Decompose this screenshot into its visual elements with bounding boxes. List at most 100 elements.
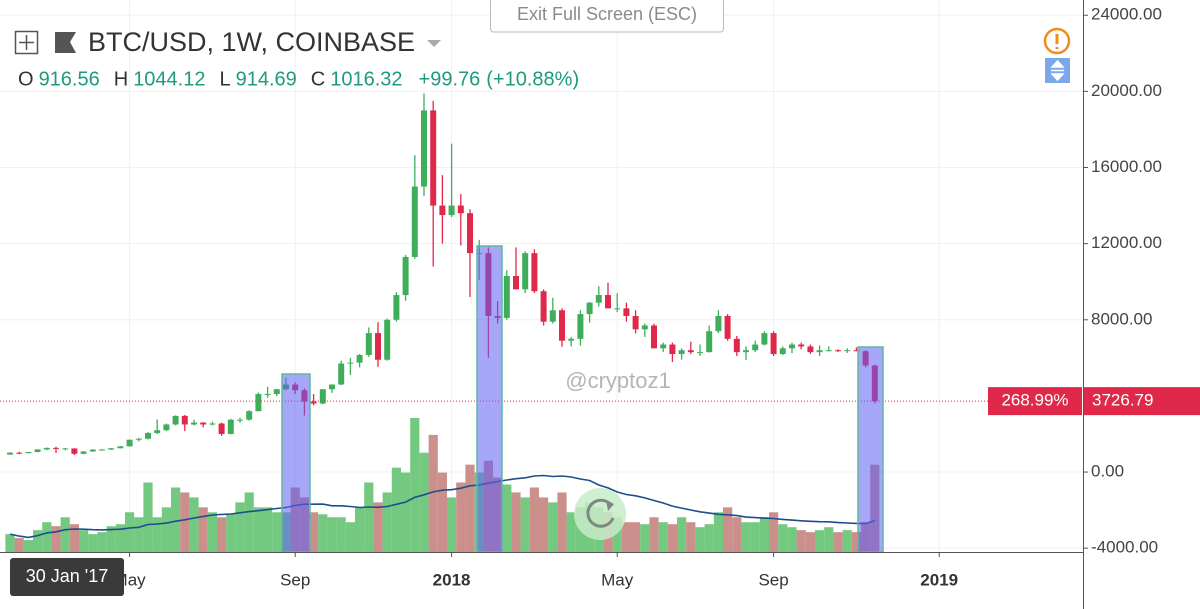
candle-body xyxy=(181,415,188,425)
candle-body xyxy=(154,430,161,434)
volume-bar xyxy=(33,530,43,552)
candle-body xyxy=(273,389,280,395)
volume-bar xyxy=(456,482,466,552)
replay-button[interactable] xyxy=(574,488,626,540)
volume-bar xyxy=(465,464,475,552)
replay-icon xyxy=(606,500,614,511)
volume-bar xyxy=(217,517,227,552)
candle-body xyxy=(669,344,676,355)
candle-body xyxy=(733,338,740,353)
volume-bar xyxy=(796,530,806,552)
candle-body xyxy=(163,424,170,431)
candle-body xyxy=(789,344,795,349)
candle-body xyxy=(200,422,207,425)
volume-bar xyxy=(520,497,530,552)
volume-bar xyxy=(364,482,374,552)
volume-bar xyxy=(695,527,705,552)
candle-body xyxy=(531,253,538,292)
volume-bar xyxy=(272,512,282,552)
candle-body xyxy=(559,310,565,341)
candle-body xyxy=(117,446,124,449)
volume-bar xyxy=(97,532,107,552)
candle-body xyxy=(246,411,253,420)
chart-title: BTC/USD, 1W, COINBASE xyxy=(88,27,415,57)
volume-bar xyxy=(189,497,199,552)
volume-bar xyxy=(5,534,15,552)
volume-bar xyxy=(115,524,125,552)
candle-body xyxy=(43,447,50,450)
volume-bar xyxy=(318,514,328,552)
candle-body xyxy=(329,384,335,390)
candle-body xyxy=(623,308,630,316)
candle-body xyxy=(687,350,694,353)
candle-body xyxy=(402,256,409,296)
alert-icon[interactable] xyxy=(1043,27,1071,55)
volume-bar xyxy=(428,434,438,552)
ohlc-value: C xyxy=(311,68,325,90)
candle-body xyxy=(375,333,381,360)
candle-body xyxy=(80,451,87,454)
volume-bar xyxy=(778,524,788,552)
candle-body xyxy=(172,415,179,425)
flag-icon[interactable] xyxy=(55,32,76,53)
candle-body xyxy=(126,439,133,447)
volume-bar xyxy=(198,507,208,552)
volume-bar xyxy=(69,524,79,552)
volume-bar xyxy=(171,487,181,552)
volume-bar xyxy=(161,507,171,552)
candle-body xyxy=(577,314,584,339)
volume-bar xyxy=(355,507,365,552)
volume-bar xyxy=(640,524,650,552)
volume-bar xyxy=(621,522,631,552)
volume-ma-line xyxy=(9,474,876,539)
volume-bar xyxy=(732,517,742,552)
volume-bar xyxy=(612,517,622,552)
volume-bar xyxy=(152,517,162,552)
volume-bar xyxy=(180,492,190,552)
candle-body xyxy=(16,452,23,454)
volume-bar xyxy=(557,492,567,552)
candle-body xyxy=(614,308,621,310)
highlight-box xyxy=(857,346,884,553)
candle-body xyxy=(568,338,575,341)
volume-bar xyxy=(677,517,687,552)
ohlc-value: 914.69 xyxy=(236,68,297,90)
volume-bar xyxy=(658,522,668,552)
volume-bar xyxy=(750,522,760,552)
exit-fullscreen-label: Exit Full Screen (ESC) xyxy=(517,4,697,24)
plus-icon xyxy=(19,35,34,50)
volume-bar xyxy=(336,517,346,552)
candle-body xyxy=(89,449,96,452)
candle-body xyxy=(549,310,556,322)
volume-bar xyxy=(244,492,254,552)
dropdown-arrow[interactable] xyxy=(427,40,442,47)
volume-bar xyxy=(769,512,779,552)
volume-bar xyxy=(79,530,89,552)
highlight-box xyxy=(281,373,311,553)
x-tick-label: Sep xyxy=(758,570,788,589)
ohlc-value: L xyxy=(219,68,230,90)
candle-body xyxy=(770,333,777,355)
highlight-box xyxy=(476,245,503,553)
volume-bar xyxy=(529,487,539,552)
last-price-box xyxy=(1084,387,1200,416)
watermark: @cryptoz1 xyxy=(565,368,670,393)
volume-bar xyxy=(741,522,751,552)
candle-body xyxy=(761,333,768,345)
overlay-layer: @cryptoz1 BTC/USD, 1W, COINBASE O 916.56 H… xyxy=(10,0,1200,596)
plus-icon[interactable] xyxy=(14,30,39,55)
candle-body xyxy=(365,333,372,355)
volume-bar xyxy=(106,526,116,552)
volume-bar xyxy=(704,524,714,552)
replay-icon xyxy=(586,498,615,528)
candle-body xyxy=(384,319,391,360)
scale-icon xyxy=(1050,59,1065,82)
ohlc-value: 1016.32 xyxy=(330,68,402,90)
y-tick-label: 16000.00 xyxy=(1091,157,1162,176)
exit-fullscreen-button[interactable] xyxy=(490,0,724,33)
candle-body xyxy=(660,344,667,349)
volume-bar xyxy=(134,517,144,552)
candle-body xyxy=(255,394,262,412)
volume-bar xyxy=(327,517,337,552)
candle-body xyxy=(430,110,437,206)
